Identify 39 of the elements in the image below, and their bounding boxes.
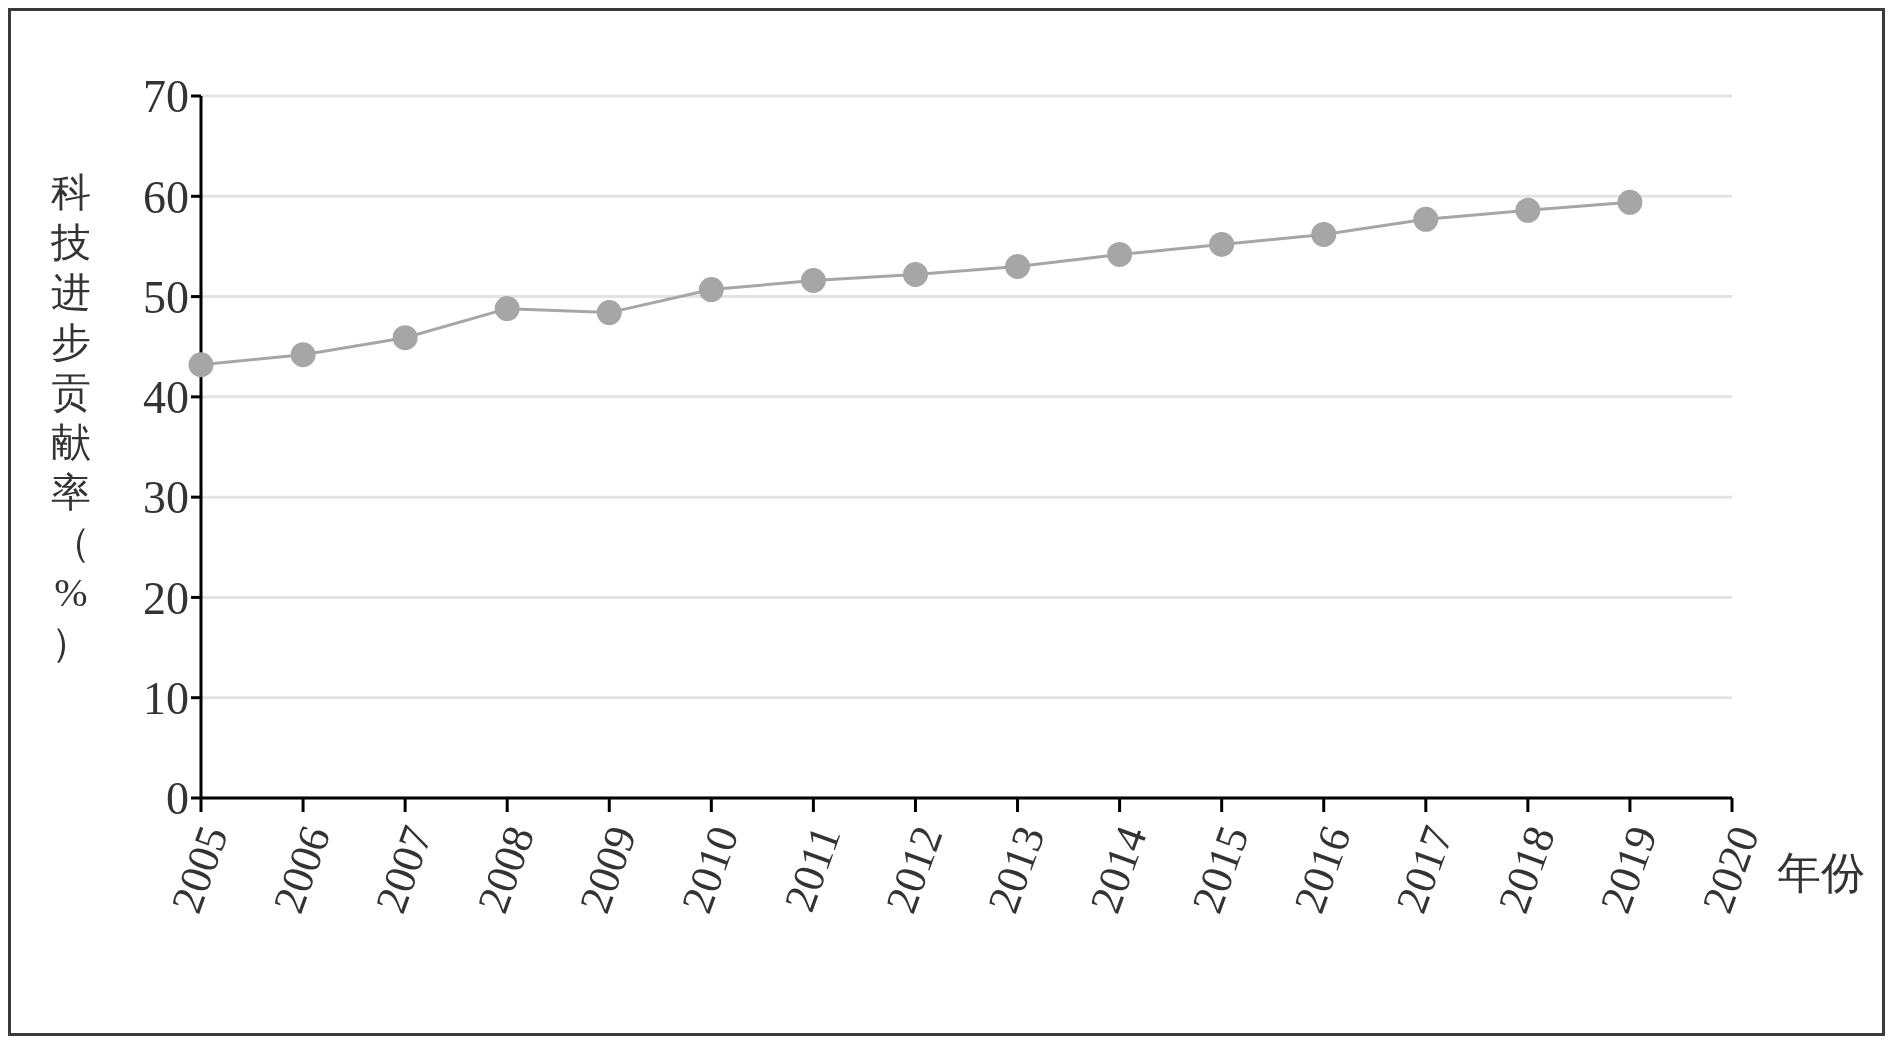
point xyxy=(1005,253,1031,279)
point xyxy=(800,268,826,294)
x-tick-label: 2016 xyxy=(1284,819,1361,920)
x-tick-label: 2013 xyxy=(978,819,1055,920)
y-tick-label: 60 xyxy=(143,171,189,223)
point xyxy=(494,296,520,322)
point xyxy=(290,342,316,368)
point xyxy=(1311,221,1337,247)
point xyxy=(1209,231,1235,257)
point xyxy=(188,352,214,378)
x-tick-label: 2019 xyxy=(1590,819,1667,920)
point xyxy=(596,300,622,326)
x-tick-label: 2020 xyxy=(1692,819,1770,920)
point xyxy=(1617,189,1643,215)
point xyxy=(1107,241,1133,267)
x-tick-label: 2010 xyxy=(672,819,749,920)
text: 科技进步贡献率（%） xyxy=(51,170,91,665)
y-tick-label: 40 xyxy=(143,372,189,424)
point xyxy=(698,277,724,303)
point xyxy=(1515,197,1541,223)
x-tick-label: 2017 xyxy=(1386,819,1463,920)
x-tick-label: 2018 xyxy=(1488,819,1565,920)
x-axis-title: 年份 xyxy=(1777,849,1865,898)
y-tick-label: 10 xyxy=(143,673,189,725)
point xyxy=(1413,206,1439,232)
y-tick-label: 50 xyxy=(143,271,189,323)
x-tick-label: 2006 xyxy=(263,819,341,920)
y-tick-label: 70 xyxy=(143,71,189,123)
y-tick-label: 20 xyxy=(143,572,189,624)
x-tick-label: 2009 xyxy=(570,819,647,920)
x-tick-label: 2015 xyxy=(1182,819,1259,920)
x-tick-label: 2008 xyxy=(468,819,545,920)
x-tick-label: 2012 xyxy=(876,819,953,920)
x-tick-label: 2011 xyxy=(774,819,851,918)
x-tick-label: 2007 xyxy=(366,819,443,920)
point xyxy=(392,325,418,351)
x-tick-label: 2014 xyxy=(1080,819,1157,920)
y-tick-label: 30 xyxy=(143,472,189,524)
point xyxy=(902,262,928,288)
